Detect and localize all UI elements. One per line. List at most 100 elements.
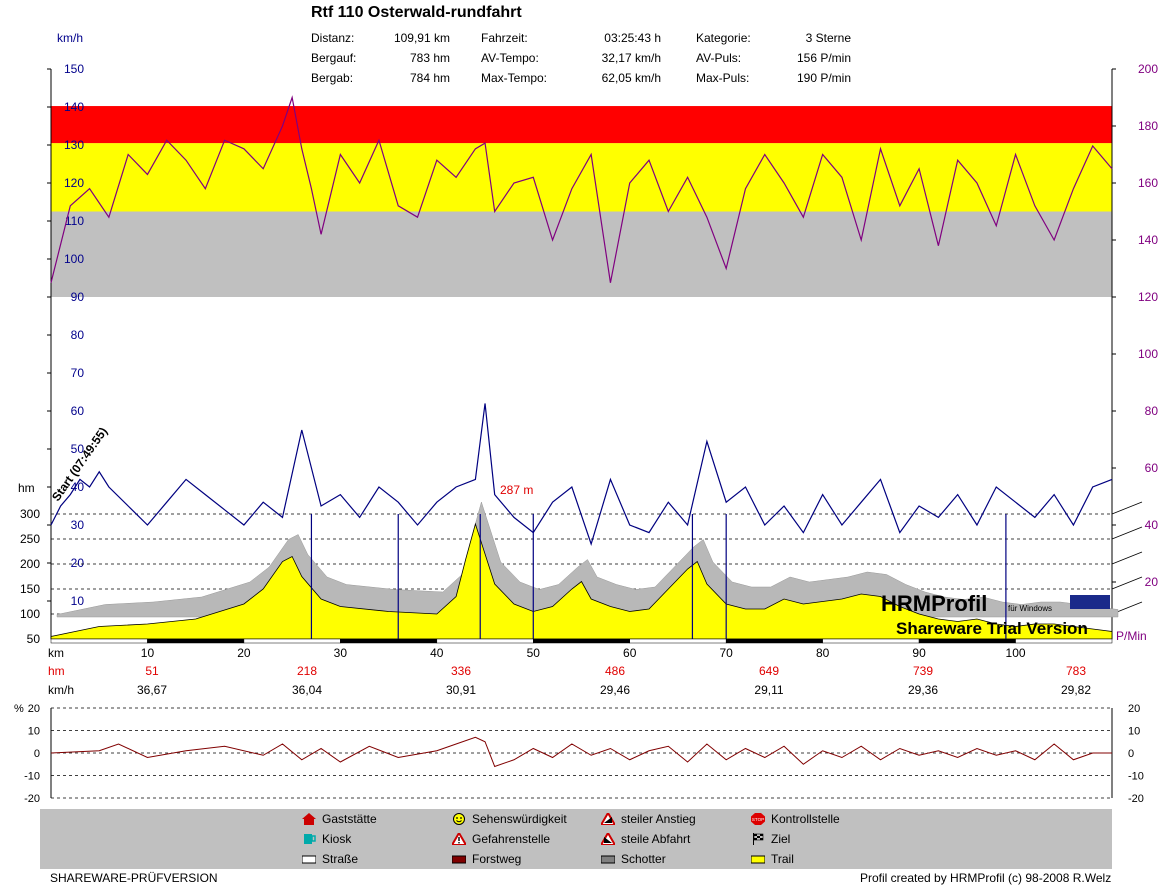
speed-tick-20: 20 [71, 556, 85, 570]
elevation-axis-unit: hm [18, 481, 35, 495]
legend-item-schotter: Schotter [600, 852, 666, 866]
stat-value-max-tempo: 62,05 km/h [601, 71, 661, 85]
gradient-line [50, 736, 1112, 768]
stat-value-max-puls: 190 P/min [796, 71, 851, 85]
hm-segment-4: 649 [759, 664, 779, 678]
kmh-segment-4: 29,11 [754, 683, 783, 697]
perspective-stub-200 [1111, 551, 1143, 565]
gravel-swatch-icon [600, 853, 616, 865]
hm-tick-250: 250 [20, 532, 40, 546]
legend-item-gaststaette: Gaststätte [302, 812, 377, 826]
peak-annotation: 287 m [500, 483, 533, 497]
left-axis-unit: km/h [57, 31, 83, 45]
forest-swatch-icon [451, 853, 467, 865]
x-tick-40: 40 [430, 646, 444, 660]
speed-tick-80: 80 [71, 328, 85, 342]
watermark-sub: für Windows [1008, 604, 1052, 613]
grad-tick-right-10: 10 [1128, 726, 1140, 738]
speed-tick-60: 60 [71, 404, 85, 418]
pulse-zone-2 [51, 106, 1112, 144]
legend-item-kontrollstelle: STOP Kontrollstelle [751, 812, 840, 826]
kmh-segment-0: 36,67 [137, 683, 167, 697]
finish-flag-icon [751, 833, 765, 845]
stat-label-max-puls: Max-Puls: [696, 71, 750, 85]
trail-swatch-icon [750, 853, 766, 865]
stat-value-bergauf: 783 hm [409, 51, 450, 65]
stat-value-av-puls: 156 P/min [796, 51, 851, 65]
road-swatch-icon [301, 853, 317, 865]
steep-down-icon [599, 831, 617, 846]
kmh-segment-3: 29,46 [600, 683, 630, 697]
stat-label-av-tempo: AV-Tempo: [481, 51, 539, 65]
kmh-segment-6: 29,82 [1061, 683, 1091, 697]
pulse-tick-20: 20 [1145, 575, 1159, 589]
speed-line [50, 403, 1113, 546]
stat-label-max-tempo: Max-Tempo: [481, 71, 548, 85]
stop-icon: STOP [751, 813, 765, 825]
pulse-zone-1 [51, 143, 1112, 212]
hm-segment-3: 486 [605, 664, 625, 678]
speed-tick-100: 100 [64, 252, 84, 266]
legend-item-trail: Trail [750, 852, 794, 866]
legend-item-forstweg: Forstweg [451, 852, 521, 866]
km-band-0 [50, 638, 148, 644]
house-icon [302, 813, 316, 825]
pulse-tick-180: 180 [1138, 119, 1158, 133]
hm-tick-200: 200 [20, 557, 40, 571]
km-band-8 [822, 638, 920, 644]
kmh-segment-1: 36,04 [292, 683, 322, 697]
x-tick-80: 80 [816, 646, 830, 660]
hm-segment-2: 336 [451, 664, 471, 678]
km-band-1 [147, 638, 245, 644]
x-tick-70: 70 [720, 646, 734, 660]
hm-tick-100: 100 [20, 607, 40, 621]
km-band-3 [340, 638, 438, 644]
hm-tick-150: 150 [20, 582, 40, 596]
speed-tick-70: 70 [71, 366, 85, 380]
grad-tick-left-20: 20 [28, 703, 40, 715]
stat-value-av-tempo: 32,17 km/h [601, 51, 661, 65]
stat-label-bergauf: Bergauf: [311, 51, 357, 65]
x-tick-100: 100 [1006, 646, 1026, 660]
x-tick-20: 20 [237, 646, 251, 660]
watermark-brand: HRMProfil [881, 591, 987, 616]
steep-up-icon [599, 811, 617, 826]
grad-tick-right-20: 20 [1128, 703, 1140, 715]
perspective-stub-300 [1111, 501, 1143, 515]
x-axis-unit: km [48, 646, 64, 660]
speed-tick-120: 120 [64, 176, 84, 190]
km-band-2 [243, 638, 341, 644]
km-band-10 [1015, 638, 1113, 644]
right-axis-unit: P/Min [1116, 629, 1147, 643]
main-profile-chart: km/h hm P/Min 10 20 30 40 50 60 70 80 90 100 110 120 13… [18, 31, 1159, 697]
footer-right: Profil created by HRMProfil (c) 98-2008 … [860, 871, 1112, 885]
legend-item-sehenswuerdigkeit: Sehenswürdigkeit [452, 812, 567, 826]
perspective-stub-250 [1111, 526, 1143, 540]
stat-label-bergab: Bergab: [311, 71, 354, 85]
grad-tick-right-0: 0 [1128, 748, 1134, 760]
grad-tick-left-0: 0 [34, 748, 40, 760]
legend-item-steile-abfahrt: steile Abfahrt [599, 831, 690, 846]
pulse-tick-40: 40 [1145, 518, 1159, 532]
legend-item-steiler-anstieg: steiler Anstieg [599, 811, 696, 826]
hm-segment-6: 783 [1066, 664, 1086, 678]
stat-label-fahrzeit: Fahrzeit: [481, 31, 528, 45]
warning-icon [450, 831, 468, 846]
legend-item-kiosk: Kiosk [302, 832, 351, 846]
stat-label-av-puls: AV-Puls: [696, 51, 742, 65]
watermark-logo-graphic [1070, 595, 1110, 609]
stat-label-distanz: Distanz: [311, 31, 355, 45]
speed-tick-150: 150 [64, 62, 84, 76]
pulse-tick-100: 100 [1138, 347, 1158, 361]
grad-tick-left--20: -20 [24, 793, 40, 805]
legend-item-strasse: Straße [301, 852, 358, 866]
x-tick-90: 90 [912, 646, 926, 660]
speed-tick-50: 50 [71, 442, 85, 456]
hm-segment-1: 218 [297, 664, 317, 678]
stat-value-kategorie: 3 Sterne [805, 31, 851, 45]
hm-tick-300: 300 [20, 507, 40, 521]
hm-tick-50: 50 [27, 632, 41, 646]
pulse-tick-120: 120 [1138, 290, 1158, 304]
kmh-segment-2: 30,91 [446, 683, 476, 697]
x-tick-10: 10 [141, 646, 155, 660]
